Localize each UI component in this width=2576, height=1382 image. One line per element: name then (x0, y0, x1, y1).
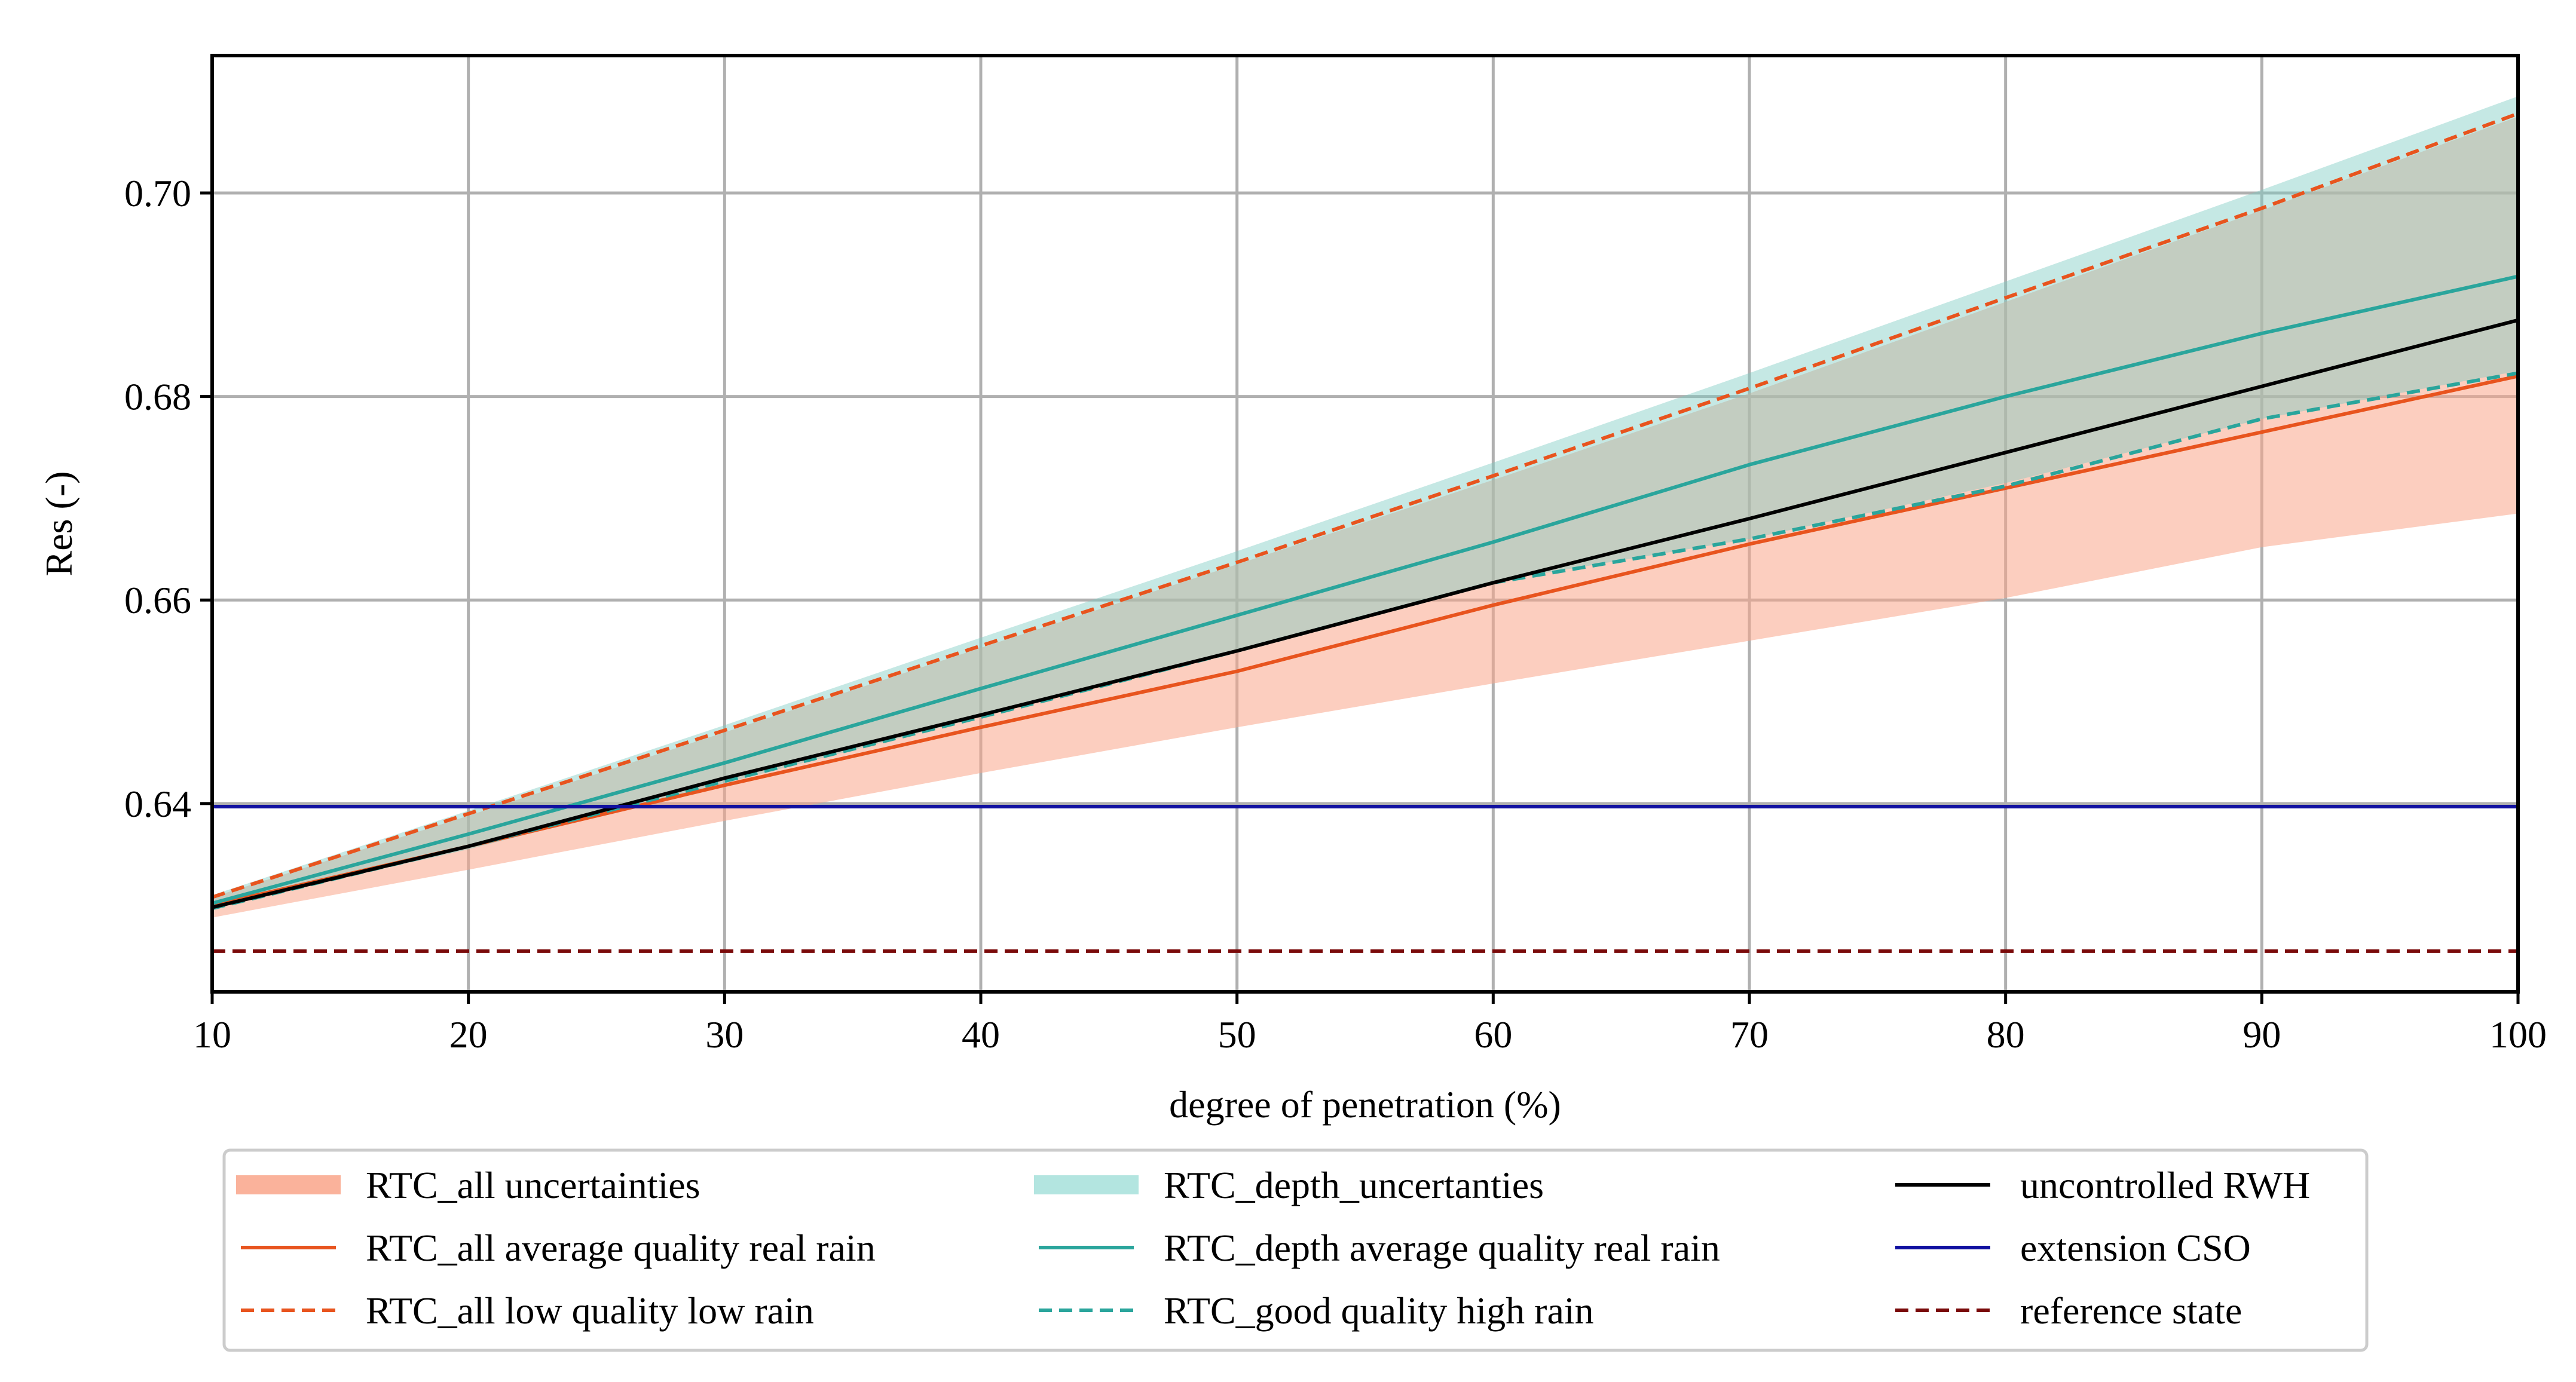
x-tick-label: 10 (193, 1013, 231, 1056)
series-line-1 (212, 374, 2519, 908)
x-tick-label: 70 (1730, 1013, 1769, 1056)
x-tick-label: 80 (1987, 1013, 2025, 1056)
x-tick-label: 60 (1474, 1013, 1512, 1056)
legend-handle-2 (1034, 1175, 1139, 1194)
x-tick-label: 50 (1218, 1013, 1256, 1056)
legend-label: uncontrolled RWH (2020, 1164, 2310, 1206)
legend-label: RTC_good quality high rain (1164, 1289, 1594, 1332)
band-1 (212, 117, 2518, 918)
y-axis-label: Res (-) (38, 471, 80, 577)
legend-label: RTC_all average quality real rain (366, 1227, 876, 1269)
series-line-3 (212, 274, 2519, 905)
legend-label: extension CSO (2020, 1227, 2251, 1269)
legend: RTC_all uncertainties RTC_depth_uncertant… (222, 1148, 2369, 1352)
legend-label: RTC_all low quality low rain (366, 1289, 814, 1332)
y-tick-label: 0.70 (124, 172, 191, 214)
plot-frame (210, 54, 2520, 994)
y-tick-label: 0.68 (124, 376, 191, 418)
legend-label: reference state (2020, 1289, 2242, 1332)
y-tick-label: 0.64 (124, 783, 191, 825)
axis-ticks: 10 20 30 40 50 60 70 80 90 100 0.64 0.66 0.68 0.70 (124, 172, 2547, 1056)
legend-box (222, 1148, 2369, 1352)
legend-label: RTC_all uncertainties (366, 1164, 700, 1206)
x-tick-label: 20 (449, 1013, 488, 1056)
legend-label: RTC_depth_uncertanties (1164, 1164, 1544, 1206)
legend-label: RTC_depth average quality real rain (1164, 1227, 1720, 1269)
uncertainty-bands (212, 96, 2518, 918)
y-tick-label: 0.66 (124, 579, 191, 621)
x-tick-label: 100 (2489, 1013, 2547, 1056)
legend-handle-1 (236, 1175, 341, 1194)
x-tick-label: 40 (962, 1013, 1000, 1056)
band-2 (212, 96, 2518, 908)
series-lines (212, 112, 2519, 953)
series-line-5 (212, 318, 2519, 909)
x-tick-label: 30 (705, 1013, 744, 1056)
x-axis-label: degree of penetration (%) (1169, 1083, 1561, 1126)
x-tick-label: 90 (2242, 1013, 2281, 1056)
